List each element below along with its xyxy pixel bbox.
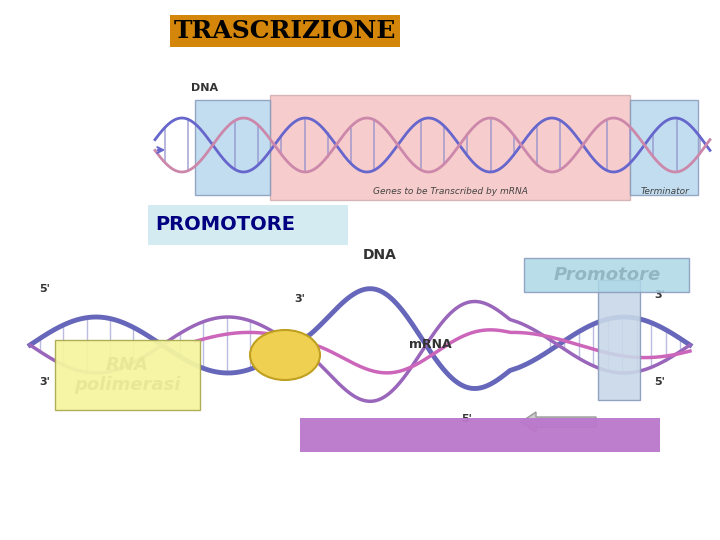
Text: DNA: DNA — [363, 248, 397, 262]
FancyBboxPatch shape — [270, 95, 630, 200]
FancyBboxPatch shape — [598, 280, 640, 400]
Text: 3': 3' — [654, 290, 665, 300]
FancyBboxPatch shape — [148, 205, 348, 245]
Text: 3': 3' — [294, 294, 305, 304]
Text: 5': 5' — [654, 377, 665, 387]
Text: PROMOTORE: PROMOTORE — [155, 215, 295, 234]
Text: 3': 3' — [40, 377, 50, 387]
FancyBboxPatch shape — [630, 100, 698, 195]
Text: 5': 5' — [462, 414, 472, 424]
Text: RNA
polimerasi: RNA polimerasi — [74, 356, 180, 394]
FancyBboxPatch shape — [195, 100, 270, 195]
Text: Genes to be Transcribed by mRNA: Genes to be Transcribed by mRNA — [372, 187, 528, 197]
Text: 5': 5' — [40, 284, 50, 294]
FancyBboxPatch shape — [170, 15, 400, 47]
FancyArrow shape — [521, 412, 596, 432]
Ellipse shape — [250, 330, 320, 380]
Text: DNA: DNA — [192, 83, 219, 93]
Text: Promotore: Promotore — [554, 266, 661, 284]
Text: Direzione della trascrizione: Direzione della trascrizione — [351, 426, 608, 444]
Text: Terminator: Terminator — [641, 187, 690, 197]
FancyBboxPatch shape — [300, 418, 660, 452]
Text: TRASCRIZIONE: TRASCRIZIONE — [174, 19, 396, 43]
FancyBboxPatch shape — [524, 258, 689, 292]
FancyBboxPatch shape — [55, 340, 200, 410]
Text: mRNA: mRNA — [409, 339, 451, 352]
